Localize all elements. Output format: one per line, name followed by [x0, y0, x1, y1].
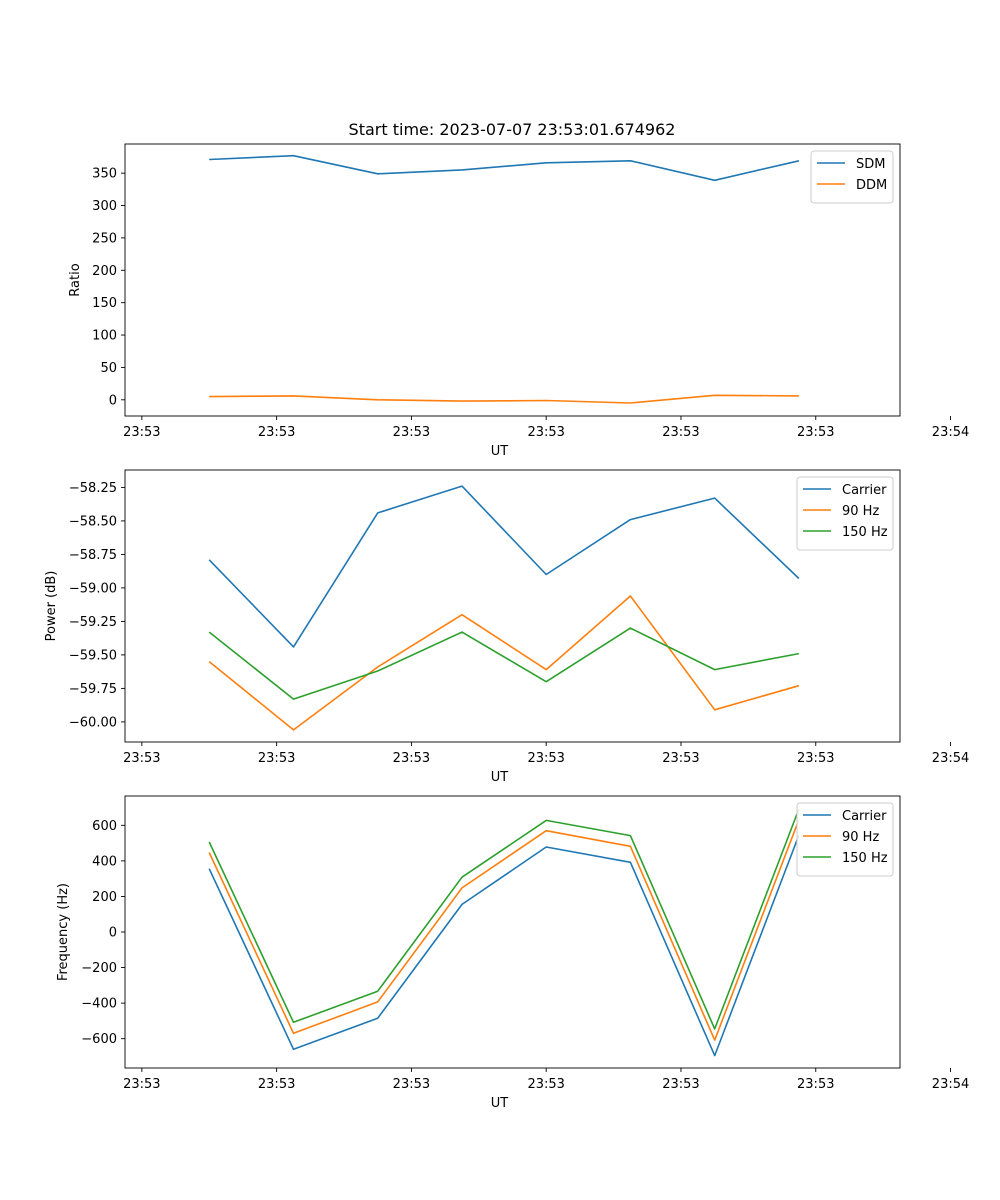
- ratio-y-tick-label: 50: [100, 361, 117, 376]
- power-y-axis-label: Power (dB): [44, 571, 59, 642]
- ratio-legend: SDM DDM: [810, 150, 894, 204]
- ratio-y-axis-label: Ratio: [68, 263, 83, 296]
- power-y-tick-label: −59.00: [69, 581, 117, 596]
- power-y-tick-label: −58.25: [69, 481, 117, 496]
- ratio-x-tick-label: 23:54: [932, 425, 969, 440]
- power-x-axis-label: UT: [491, 770, 509, 785]
- ratio-y-tick-label: 0: [109, 393, 117, 408]
- frequency-y-tick-label: 0: [109, 926, 117, 941]
- power-legend-label-90-hz: 90 Hz: [842, 504, 879, 519]
- power-series-line-carrier: [208, 485, 800, 648]
- power-x-tick-label: 23:54: [932, 751, 969, 766]
- ratio-y-tick-label: 250: [92, 231, 117, 246]
- ratio-legend-label-sdm: SDM: [856, 157, 885, 172]
- frequency-y-tick-label: 400: [92, 854, 117, 869]
- ratio-legend-label-ddm: DDM: [856, 178, 887, 193]
- frequency-x-tick-label: 23:53: [258, 1077, 295, 1092]
- frequency-y-tick-label: 600: [92, 819, 117, 834]
- frequency-series-line-carrier: [208, 834, 800, 1057]
- frequency-y-tick-label: 200: [92, 890, 117, 905]
- ratio-legend-frame: [810, 150, 894, 204]
- power-x-tick-label: 23:53: [527, 751, 564, 766]
- ratio-x-tick-label: 23:53: [123, 425, 160, 440]
- frequency-y-tick-label: −400: [81, 997, 117, 1012]
- frequency-x-tick-label: 23:53: [797, 1077, 834, 1092]
- frequency-x-tick-label: 23:53: [123, 1077, 160, 1092]
- power-panel: 23:53 23:53 23:53 23:53 23:53 23:53 23:54 −60.0…: [44, 469, 969, 785]
- ratio-x-tick-label: 23:53: [797, 425, 834, 440]
- ratio-x-axis-label: UT: [491, 444, 509, 459]
- ratio-series-line-ddm: [209, 394, 799, 404]
- ratio-panel: 23:53 23:53 23:53 23:53 23:53 23:53 23:54 0 50 10…: [68, 143, 969, 459]
- power-series-line-90-hz: [208, 595, 800, 731]
- ratio-y-tick-label: 200: [92, 264, 117, 279]
- ratio-x-tick-label: 23:53: [393, 425, 430, 440]
- power-axes-frame: [124, 469, 901, 743]
- frequency-y-tick-label: −600: [81, 1032, 117, 1047]
- frequency-y-axis-label: Frequency (Hz): [56, 883, 71, 981]
- frequency-legend-label-carrier: Carrier: [842, 809, 887, 824]
- ratio-y-tick-label: 350: [92, 167, 117, 182]
- ratio-x-tick-label: 23:53: [662, 425, 699, 440]
- ratio-x-tick-label: 23:53: [527, 425, 564, 440]
- ratio-y-tick-label: 100: [92, 329, 117, 344]
- frequency-x-tick-label: 23:53: [527, 1077, 564, 1092]
- power-y-tick-label: −59.50: [69, 648, 117, 663]
- power-y-tick-label: −59.25: [69, 615, 117, 630]
- power-x-tick-label: 23:53: [123, 751, 160, 766]
- power-x-tick-label: 23:53: [662, 751, 699, 766]
- frequency-legend: Carrier 90 Hz 150 Hz: [796, 802, 894, 877]
- power-y-tick-label: −58.50: [69, 514, 117, 529]
- chart-title: Start time: 2023-07-07 23:53:01.674962: [349, 120, 676, 139]
- power-x-tick-label: 23:53: [797, 751, 834, 766]
- power-legend: Carrier 90 Hz 150 Hz: [796, 476, 894, 551]
- frequency-series-line-150-hz: [208, 808, 800, 1030]
- frequency-legend-label-150-hz: 150 Hz: [842, 851, 888, 866]
- frequency-x-tick-label: 23:54: [932, 1077, 969, 1092]
- ratio-axes-frame: [124, 143, 901, 417]
- frequency-series-line-90-hz: [208, 819, 800, 1041]
- frequency-x-tick-label: 23:53: [662, 1077, 699, 1092]
- power-series-line-150-hz: [208, 627, 800, 700]
- ratio-y-tick-label: 150: [92, 296, 117, 311]
- power-legend-label-150-hz: 150 Hz: [842, 525, 888, 540]
- frequency-legend-label-90-hz: 90 Hz: [842, 830, 879, 845]
- power-legend-label-carrier: Carrier: [842, 483, 887, 498]
- frequency-y-tick-label: −200: [81, 961, 117, 976]
- ratio-y-tick-label: 300: [92, 199, 117, 214]
- power-y-tick-label: −58.75: [69, 548, 117, 563]
- ratio-x-tick-label: 23:53: [258, 425, 295, 440]
- power-x-tick-label: 23:53: [393, 751, 430, 766]
- ratio-series-line-sdm: [209, 154, 800, 182]
- frequency-x-tick-label: 23:53: [393, 1077, 430, 1092]
- power-x-tick-label: 23:53: [258, 751, 295, 766]
- frequency-x-axis-label: UT: [491, 1096, 509, 1111]
- power-y-tick-label: −60.00: [69, 715, 117, 730]
- frequency-panel: 23:53 23:53 23:53 23:53 23:53 23:53 23:54 −600 −…: [56, 795, 969, 1111]
- frequency-axes-frame: [124, 795, 901, 1069]
- power-y-tick-label: −59.75: [69, 682, 117, 697]
